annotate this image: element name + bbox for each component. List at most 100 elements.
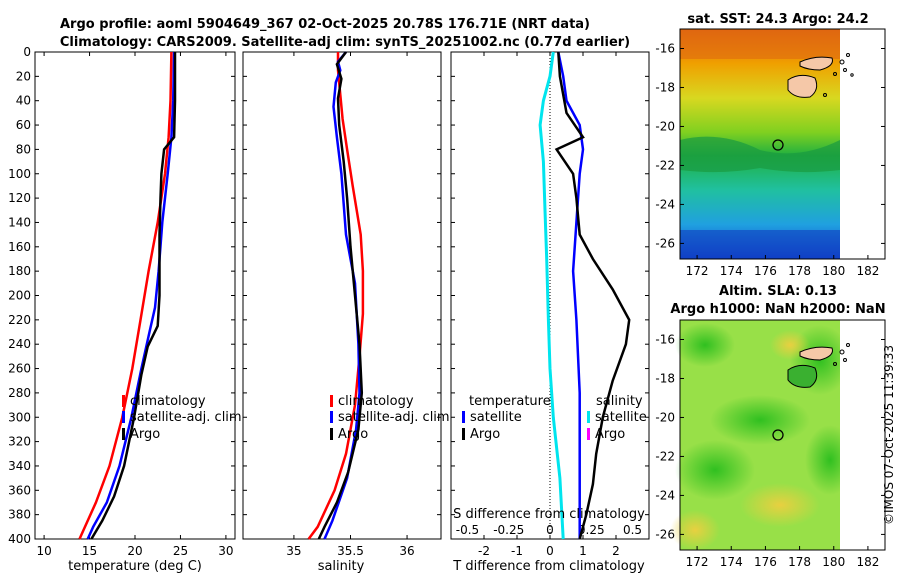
legend-t-satellite-label: satellite [470, 410, 522, 425]
sst-warm-band [680, 29, 840, 59]
map-x-tick-label: 182 [856, 264, 879, 278]
temperature-xlabel: temperature (deg C) [68, 559, 202, 574]
salinity-legend: climatology satellite-adj. clim Argo [330, 394, 450, 442]
x-tick2-label: 0 [546, 523, 554, 537]
x-tick-label: 35.5 [337, 544, 364, 558]
y-tick-label: 140 [8, 215, 31, 229]
map-y-tick-label: -18 [655, 371, 675, 385]
x-tick-label: 30 [218, 544, 233, 558]
map-x-tick-label: 172 [686, 555, 709, 569]
legend-t-argo-swatch [462, 428, 465, 440]
legend-s-argo-label: Argo [595, 427, 625, 442]
legend-argo-swatch [330, 428, 333, 440]
y-tick-label: 160 [8, 240, 31, 254]
temperature-plot: 0 20 40 60 80 100 120 140 160 180 200 220 240 260 280 3… [8, 45, 235, 558]
y-tick-label: 260 [8, 362, 31, 376]
sst-map-ticks: 172 174 176 178 180 182 -16 -18 -20 -22 -24 -26 [655, 41, 885, 278]
legend-s-satellite-swatch [587, 411, 590, 423]
difference-legend: temperature satellite Argo salinity sate… [462, 394, 647, 442]
series-line-climatology [78, 51, 173, 540]
sst-map-title: sat. SST: 24.3 Argo: 24.2 [687, 12, 868, 27]
imos-watermark: ©IMOS 07-Oct-2025 11:39:33 [882, 345, 896, 525]
map-y-tick-label: -20 [655, 119, 675, 133]
y-tick-label: 40 [16, 94, 31, 108]
figure-title-line1: Argo profile: aoml 5904649_367 02-Oct-20… [60, 17, 590, 32]
x-tick2-label: 0.25 [578, 523, 605, 537]
sla-nodata [840, 320, 885, 550]
map-y-tick-label: -24 [655, 197, 675, 211]
sla-map [670, 319, 886, 551]
salinity-plot: 35 35.5 36 [243, 51, 441, 558]
map-y-tick-label: -22 [655, 158, 675, 172]
legend-argo-label: Argo [338, 427, 368, 442]
sla-map-frame [679, 319, 886, 551]
difference-plot: -2 -1 0 1 2 -0.5 -0.25 0 0.25 0.5 [451, 51, 649, 558]
map-x-tick-label: 176 [754, 555, 777, 569]
y-tick-label: 300 [8, 410, 31, 424]
map-x-tick-label: 180 [822, 264, 845, 278]
map-x-tick-label: 180 [822, 555, 845, 569]
legend-s-satellite-label: satellite [595, 410, 647, 425]
y-tick-label: 200 [8, 289, 31, 303]
x-tick-label: 35 [286, 544, 301, 558]
salinity-xlabel: salinity [318, 559, 365, 574]
legend-s-argo-swatch [587, 428, 590, 440]
x-tick2-label: -0.5 [456, 523, 479, 537]
x-tick-label: 20 [127, 544, 142, 558]
legend-satellite-swatch [122, 411, 125, 423]
map-y-tick-label: -20 [655, 410, 675, 424]
series-line-t-argo [554, 51, 631, 540]
map-y-tick-label: -16 [655, 41, 675, 55]
y-tick-label: 0 [23, 45, 31, 59]
legend-climatology-label: climatology [338, 394, 414, 409]
map-y-tick-label: -16 [655, 332, 675, 346]
sst-map [679, 28, 886, 260]
x-tick-label: 36 [399, 544, 414, 558]
legend-argo-swatch [122, 428, 125, 440]
legend-climatology-label: climatology [130, 394, 206, 409]
map-x-tick-label: 182 [856, 555, 879, 569]
x-tick2-label: -0.25 [493, 523, 524, 537]
fiji-islands [787, 343, 850, 388]
x-tick-label: -1 [511, 544, 523, 558]
map-x-tick-label: 174 [720, 264, 743, 278]
legend-satellite-label: satellite-adj. clim [130, 410, 242, 425]
series-line-s-argo [538, 51, 565, 540]
y-tick-label: 320 [8, 435, 31, 449]
y-tick-label: 360 [8, 483, 31, 497]
map-y-tick-label: -26 [655, 236, 675, 250]
series-line-satellite-adj-clim [86, 51, 176, 540]
series-line-argo [90, 52, 177, 540]
legend-satellite-swatch [330, 411, 333, 423]
x-tick-label: 10 [36, 544, 51, 558]
sla-map-title-line1: Altim. SLA: 0.13 [719, 284, 837, 299]
y-tick-label: 60 [16, 118, 31, 132]
temperature-axes [34, 51, 236, 540]
legend-climatology-swatch [330, 395, 333, 407]
legend-satellite-label: satellite-adj. clim [338, 410, 450, 425]
map-x-tick-label: 176 [754, 264, 777, 278]
map-y-tick-label: -24 [655, 488, 675, 502]
x-tick2-label: 0.5 [623, 523, 642, 537]
legend-temperature-title: temperature [469, 394, 551, 409]
sst-nodata [840, 29, 885, 259]
map-y-tick-label: -18 [655, 80, 675, 94]
y-tick-label: 240 [8, 337, 31, 351]
y-tick-label: 120 [8, 191, 31, 205]
x-tick-label: -2 [478, 544, 490, 558]
sst-map-frame [679, 28, 886, 260]
x-tick-label: 15 [82, 544, 97, 558]
y-tick-label: 20 [16, 69, 31, 83]
y-tick-label: 80 [16, 142, 31, 156]
map-x-tick-label: 178 [788, 264, 811, 278]
argo-position-marker [772, 429, 784, 441]
legend-t-satellite-swatch [462, 411, 465, 423]
difference-xlabel2: S difference from climatology [453, 507, 645, 522]
series-line-t-satellite [557, 51, 585, 539]
sst-cold-band [680, 230, 840, 259]
map-y-tick-label: -26 [655, 527, 675, 541]
y-tick-label: 100 [8, 167, 31, 181]
map-y-tick-label: -22 [655, 449, 675, 463]
legend-argo-label: Argo [130, 427, 160, 442]
